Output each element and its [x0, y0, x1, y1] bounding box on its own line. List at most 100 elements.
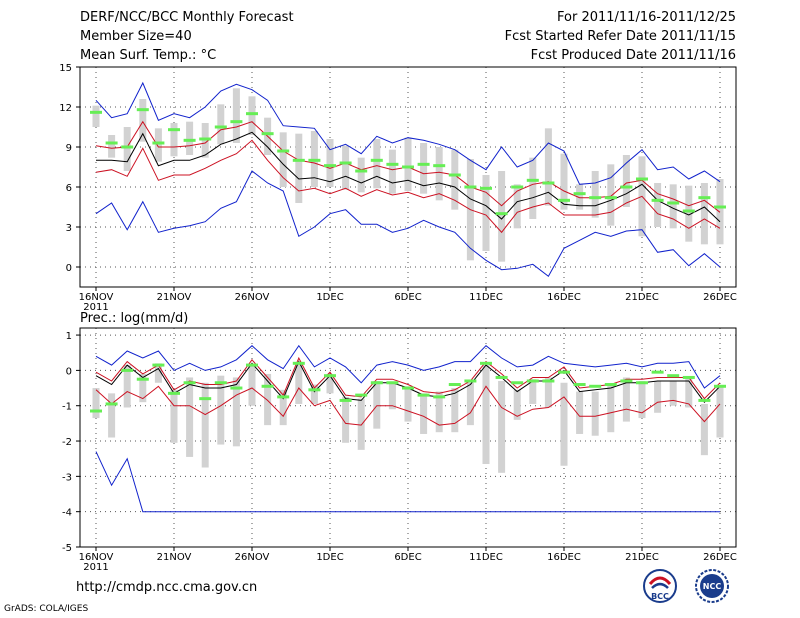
temp-xtick-label: 21NOV — [157, 292, 192, 303]
prec-ytick-label: -1 — [62, 402, 72, 413]
temp-xtick-label: 11DEC — [469, 292, 503, 303]
temp-box-17 — [357, 157, 365, 193]
temp-ytick-label: 9 — [66, 143, 72, 154]
temp-box-37 — [669, 184, 677, 229]
prec-box-28 — [529, 379, 537, 404]
prec-box-15 — [326, 373, 334, 394]
temp-box-26 — [498, 171, 506, 262]
temp-ytick-label: 12 — [59, 103, 72, 114]
prec-box-33 — [607, 384, 615, 433]
prec-box-30 — [560, 382, 568, 466]
prec-box-8 — [217, 375, 225, 445]
prec-frame — [79, 327, 737, 548]
temp-box-6 — [186, 121, 194, 155]
prec-box-13 — [295, 363, 303, 404]
prec-box-37 — [669, 380, 677, 406]
temp-box-29 — [544, 128, 552, 206]
prec-box-0 — [92, 388, 100, 419]
temp-box-3 — [139, 99, 147, 142]
prec-box-11 — [264, 373, 272, 426]
temp-line-p25 — [95, 139, 721, 234]
temp-year-label: 2011 — [83, 302, 108, 313]
forecast-period: For 2011/11/16-2011/12/25 — [557, 10, 736, 25]
temp-box-20 — [404, 137, 412, 191]
temp-box-1 — [108, 135, 116, 158]
prec-box-35 — [638, 380, 646, 419]
prec-box-10 — [248, 365, 256, 406]
bcc-logo-text: BCC — [651, 592, 669, 601]
temp-box-9 — [232, 88, 240, 143]
prec-box-7 — [201, 382, 209, 468]
prec-line-upper — [95, 344, 721, 389]
temp-box-30 — [560, 153, 568, 210]
prec-box-40 — [716, 386, 724, 438]
temp-xtick-label: 16NOV — [79, 292, 114, 303]
prec-line-min — [95, 451, 720, 513]
prec-box-39 — [700, 403, 708, 456]
temp-box-25 — [482, 175, 490, 251]
temp-line-max — [95, 170, 721, 278]
variable-label: Mean Surf. Temp.: °C — [80, 48, 217, 63]
temp-box-32 — [591, 171, 599, 218]
temp-box-21 — [420, 143, 428, 194]
forecast-produced-date: Fcst Produced Date 2011/11/16 — [530, 48, 736, 63]
ncc-logo-text: NCC — [703, 582, 722, 591]
prec-box-16 — [342, 396, 350, 443]
prec-box-32 — [591, 391, 599, 436]
prec-ytick-label: -3 — [62, 472, 72, 483]
prec-xtick-label: 16NOV — [79, 552, 114, 563]
header-right: For 2011/11/16-2011/12/25 Fcst Started R… — [505, 8, 736, 65]
prec-box-3 — [139, 373, 147, 403]
temp-box-15 — [326, 139, 334, 187]
prec-box-22 — [435, 391, 443, 433]
temp-box-16 — [342, 145, 350, 190]
prec-ytick-label: -2 — [62, 437, 72, 448]
prec-ytick-label: 0 — [66, 366, 72, 377]
forecast-started-date: Fcst Started Refer Date 2011/11/15 — [504, 29, 736, 44]
temp-line-upper — [95, 81, 721, 185]
grads-credit: GrADS: COLA/IGES — [4, 604, 89, 614]
prec-xtick-label: 21DEC — [625, 552, 659, 563]
temp-ytick-label: 0 — [66, 263, 72, 274]
temp-xtick-label: 26DEC — [703, 292, 737, 303]
temp-box-12 — [279, 132, 287, 187]
prec-box-24 — [466, 382, 474, 426]
temp-xtick-label: 6DEC — [394, 292, 421, 303]
prec-box-38 — [685, 377, 693, 408]
temp-box-27 — [513, 184, 521, 229]
prec-xtick-label: 6DEC — [394, 552, 421, 563]
temp-ytick-label: 15 — [59, 63, 72, 74]
prec-ytick-label: -4 — [62, 508, 72, 519]
prec-box-36 — [654, 380, 662, 413]
prec-panel-title: Prec.: log(mm/d) — [80, 311, 188, 326]
prec-box-5 — [170, 389, 178, 443]
temp-box-33 — [607, 164, 615, 226]
member-size: Member Size=40 — [80, 29, 192, 44]
temp-xtick-label: 26NOV — [235, 292, 270, 303]
prec-box-25 — [482, 365, 490, 464]
temp-xtick-label: 21DEC — [625, 292, 659, 303]
prec-box-1 — [108, 393, 116, 438]
prec-line-p25 — [95, 385, 721, 426]
temp-box-34 — [622, 155, 630, 207]
temp-box-5 — [170, 123, 178, 157]
temp-ytick-label: 6 — [66, 183, 72, 194]
temp-box-4 — [154, 128, 162, 162]
temp-xtick-label: 16DEC — [547, 292, 581, 303]
prec-ytick-label: -5 — [62, 543, 72, 554]
prec-xtick-label: 26DEC — [703, 552, 737, 563]
temp-box-36 — [654, 183, 662, 227]
temp-box-2 — [123, 127, 131, 171]
temp-box-10 — [248, 96, 256, 135]
temp-box-22 — [435, 147, 443, 201]
temp-box-38 — [685, 185, 693, 242]
prec-xtick-label: 1DEC — [316, 552, 343, 563]
prec-box-20 — [404, 386, 412, 422]
temp-box-0 — [92, 105, 100, 127]
chart-title: DERF/NCC/BCC Monthly Forecast — [80, 10, 294, 25]
prec-box-26 — [498, 380, 506, 473]
source-url[interactable]: http://cmdp.ncc.cma.gov.cn — [76, 580, 258, 595]
prec-box-21 — [420, 393, 428, 434]
prec-box-27 — [513, 389, 521, 420]
